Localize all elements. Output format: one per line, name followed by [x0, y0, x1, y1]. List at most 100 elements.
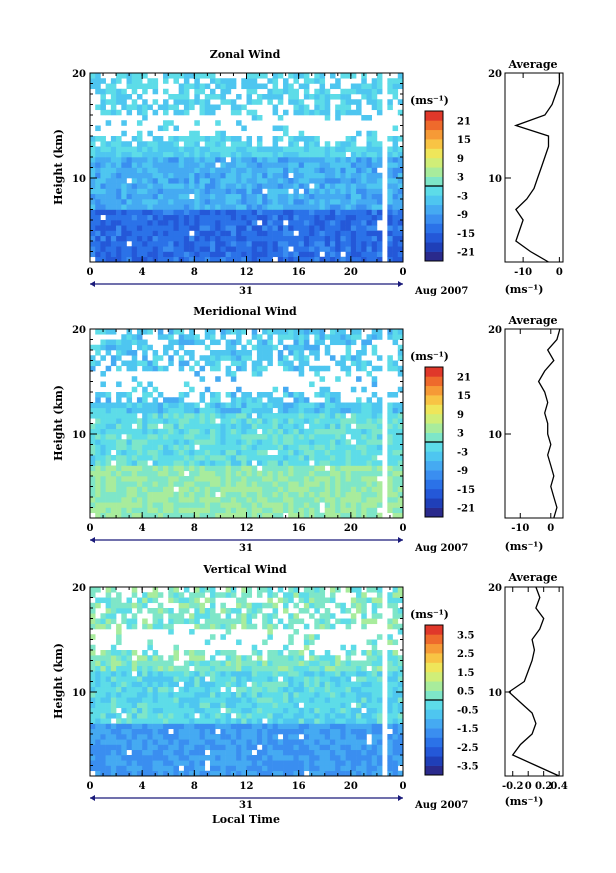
field-cell — [283, 734, 289, 740]
field-cell — [376, 162, 383, 168]
field-cell — [147, 141, 153, 147]
field-cell — [142, 172, 148, 179]
field-cell — [324, 497, 331, 503]
field-cell — [262, 146, 268, 153]
field-cell — [267, 241, 273, 247]
field-cell — [319, 760, 326, 766]
field-cell — [303, 209, 310, 216]
field-cell — [230, 760, 237, 766]
field-cell — [356, 230, 362, 237]
field-cell — [335, 104, 341, 111]
field-cell — [215, 723, 221, 730]
field-cell — [163, 157, 169, 163]
field-cell — [163, 167, 169, 174]
field-cell — [194, 512, 200, 519]
field-cell — [376, 193, 383, 200]
field-cell — [356, 365, 362, 372]
field-cell — [272, 686, 279, 693]
field-cell — [392, 235, 399, 242]
field-cell — [163, 660, 169, 667]
field-cell — [225, 502, 232, 508]
field-cell — [366, 470, 372, 477]
field-cell — [340, 104, 346, 111]
field-cell — [199, 407, 206, 414]
field-cell — [345, 713, 352, 719]
field-cell — [309, 681, 315, 688]
field-cell — [366, 157, 372, 163]
field-cell — [309, 136, 315, 142]
field-cell — [283, 241, 289, 247]
field-cell — [392, 702, 399, 709]
field-cell — [178, 241, 185, 247]
field-cell — [267, 507, 273, 514]
field-cell — [209, 256, 216, 263]
field-cell — [230, 167, 237, 174]
field-cell — [147, 455, 153, 461]
colorbar-level — [425, 242, 443, 252]
field-cell — [142, 460, 148, 466]
field-cell — [100, 755, 106, 761]
field-cell — [309, 749, 315, 756]
field-cell — [230, 83, 237, 90]
field-cell — [168, 256, 174, 263]
field-cell — [309, 167, 315, 174]
field-cell — [157, 178, 164, 184]
field-cell — [262, 660, 268, 667]
field-cell — [319, 665, 326, 672]
field-cell — [246, 83, 253, 90]
field-cell — [147, 365, 153, 372]
field-cell — [136, 434, 143, 440]
field-cell — [236, 214, 242, 221]
field-cell — [121, 749, 127, 756]
field-cell — [121, 146, 127, 153]
field-cell — [272, 755, 279, 761]
field-cell — [283, 402, 289, 409]
field-cell — [225, 178, 232, 184]
field-cell — [147, 744, 153, 751]
field-cell — [303, 146, 310, 153]
field-cell — [136, 444, 143, 451]
field-cell — [142, 434, 148, 440]
field-cell — [340, 365, 346, 372]
field-cell — [142, 507, 148, 514]
field-cell — [298, 755, 305, 761]
field-cell — [340, 460, 346, 466]
field-cell — [298, 344, 305, 351]
field-cell — [131, 455, 138, 461]
field-cell — [277, 765, 284, 772]
field-cell — [319, 193, 326, 200]
field-cell — [189, 99, 195, 105]
field-cell — [183, 491, 190, 498]
field-cell — [376, 235, 383, 242]
field-cell — [356, 491, 362, 498]
field-cell — [100, 728, 106, 735]
field-cell — [329, 209, 336, 216]
field-cell — [288, 413, 294, 419]
field-cell — [136, 449, 143, 456]
field-cell — [199, 73, 206, 79]
field-cell — [241, 502, 247, 508]
field-cell — [116, 444, 122, 451]
field-cell — [288, 344, 294, 351]
field-cell — [345, 707, 352, 714]
field-cell — [246, 162, 253, 168]
field-cell — [256, 225, 263, 231]
field-cell — [356, 434, 362, 440]
field-cell — [105, 365, 112, 372]
field-cell — [126, 193, 133, 200]
field-cell — [183, 136, 190, 142]
field-cell — [225, 449, 232, 456]
field-cell — [314, 497, 320, 503]
field-cell — [288, 481, 294, 487]
field-cell — [251, 73, 258, 79]
field-cell — [262, 760, 268, 766]
field-cell — [168, 73, 174, 79]
field-cell — [236, 386, 242, 393]
field-cell — [277, 470, 284, 477]
field-cell — [324, 199, 331, 205]
field-cell — [230, 428, 237, 435]
field-cell — [116, 413, 122, 419]
field-cell — [319, 413, 326, 419]
field-cell — [397, 707, 404, 714]
field-cell — [131, 439, 138, 445]
